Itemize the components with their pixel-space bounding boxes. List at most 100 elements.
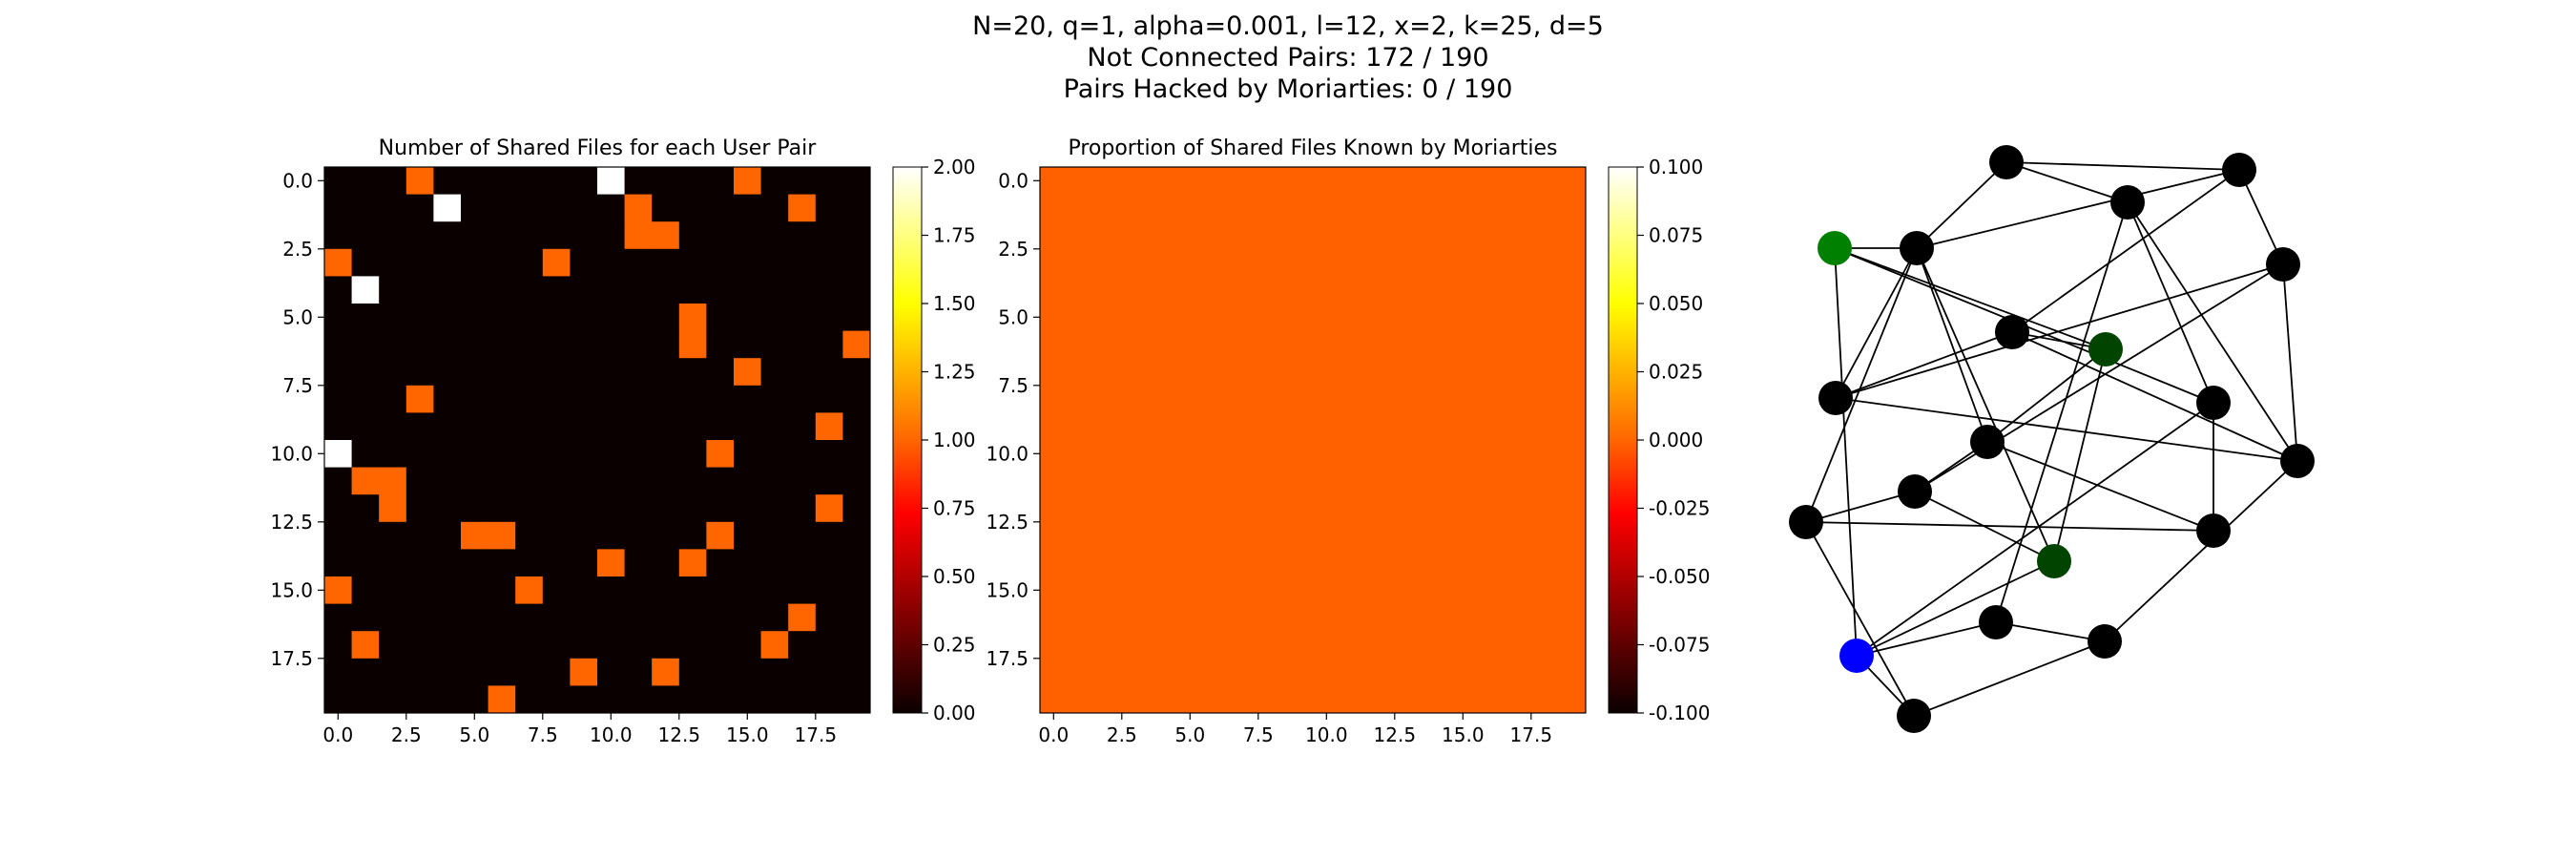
shared-files-heatmap-panel: Number of Shared Files for each User Pai… (270, 136, 975, 746)
heatmap-cell (542, 685, 571, 714)
heatmap-cell (542, 412, 571, 441)
heatmap-cell (597, 412, 625, 441)
network-node (2222, 153, 2256, 187)
heatmap-cell (488, 631, 516, 660)
heatmap-cell (461, 521, 488, 550)
heatmap-2-x-tick-label: 5.0 (1174, 723, 1205, 746)
heatmap-cell (488, 248, 516, 277)
heatmap-cell (815, 194, 843, 222)
network-edge (1805, 247, 1918, 523)
heatmap-cell (461, 685, 488, 714)
heatmap-cell (488, 576, 516, 604)
heatmap-cell (788, 385, 817, 413)
heatmap-cell (515, 248, 544, 277)
heatmap-cell (597, 358, 625, 387)
heatmap-cell (706, 549, 735, 577)
heatmap-cell (734, 221, 761, 250)
heatmap-cell (815, 358, 843, 387)
heatmap-cell (379, 521, 407, 550)
heatmap-cell (760, 194, 789, 222)
heatmap-cell (515, 549, 544, 577)
colorbar-2-tick-label: 0.000 (1649, 429, 1703, 451)
network-node (1995, 315, 2029, 349)
heatmap-cell (542, 330, 571, 359)
heatmap-1-x-tick-label: 5.0 (459, 723, 489, 746)
heatmap-cell (678, 248, 707, 277)
heatmap-cell (652, 603, 680, 632)
colorbar-1-tick-label: 0.25 (933, 634, 976, 657)
heatmap-1-y-tick-label: 0.0 (282, 169, 313, 192)
network-edge (1986, 348, 2107, 443)
heatmap-cell (379, 440, 407, 468)
heatmap-cell (488, 167, 516, 195)
heatmap-cell (570, 631, 598, 660)
heatmap-cell (597, 494, 625, 523)
heatmap-cell (515, 412, 544, 441)
heatmap-1-x-tick-label: 15.0 (726, 723, 769, 746)
heatmap-cell (734, 494, 761, 523)
heatmap-cell (433, 412, 462, 441)
heatmap-cell (678, 631, 707, 660)
heatmap-cell (542, 603, 571, 632)
heatmap-cell (788, 412, 817, 441)
heatmap-cell (788, 576, 817, 604)
heatmap-cell (706, 221, 735, 250)
network-edge (1913, 640, 2106, 717)
network-node (1839, 639, 1874, 673)
heatmap-cell (597, 658, 625, 686)
network-edge (1835, 263, 2284, 399)
heatmap-cell (351, 603, 380, 632)
network-edge (2053, 348, 2107, 562)
heatmap-cell (706, 385, 735, 413)
colorbar-1-tick-label: 0.00 (933, 702, 976, 724)
heatmap-cell (706, 603, 735, 632)
heatmap-cell (324, 494, 352, 523)
heatmap-cell (815, 658, 843, 686)
heatmap-cell (379, 385, 407, 413)
heatmap-cell (405, 521, 434, 550)
heatmap-cell (788, 494, 817, 523)
heatmap-cell (461, 248, 488, 277)
heatmap-2-x-tick-label: 2.5 (1107, 723, 1137, 746)
heatmap-cell (405, 276, 434, 304)
heatmap-cell (488, 549, 516, 577)
heatmap-cell (788, 440, 817, 468)
heatmap-cell (652, 685, 680, 714)
heatmap-cell (542, 467, 571, 495)
heatmap-cell (379, 549, 407, 577)
network-node (1818, 381, 1853, 415)
heatmap-cell (706, 167, 735, 195)
heatmap-cell (706, 412, 735, 441)
network-node (1789, 505, 1823, 539)
heatmap-cell (624, 304, 653, 331)
suptitle-line-2: Not Connected Pairs: 172 / 190 (1087, 43, 1489, 73)
heatmap-cell (734, 248, 761, 277)
heatmap-cell (515, 576, 544, 604)
heatmap-cell (842, 658, 871, 686)
heatmap-cell (597, 248, 625, 277)
heatmap-2-y-tick-label: 17.5 (986, 647, 1028, 670)
heatmap-2-x-tick-label: 10.0 (1305, 723, 1348, 746)
heatmap-cell (734, 385, 761, 413)
heatmap-cell (788, 167, 817, 195)
heatmap-cell (624, 440, 653, 468)
heatmap-cell (597, 330, 625, 359)
heatmap-2-y-tick-label: 10.0 (986, 442, 1028, 465)
heatmap-cell (515, 385, 544, 413)
heatmap-cell (405, 304, 434, 331)
heatmap-cell (678, 385, 707, 413)
heatmap-cell (597, 194, 625, 222)
network-edge (1834, 247, 2107, 350)
heatmap-cell (542, 221, 571, 250)
heatmap-cell (760, 167, 789, 195)
heatmap-cell (678, 167, 707, 195)
network-nodes (1789, 145, 2315, 733)
heatmap-cell (624, 494, 653, 523)
colorbar-2-tick-label: -0.100 (1649, 702, 1710, 724)
heatmap-cell (842, 685, 871, 714)
network-edge (1916, 161, 2007, 249)
heatmap-cell (351, 467, 380, 495)
heatmap-cell (570, 330, 598, 359)
heatmap-cell (624, 385, 653, 413)
network-node (1979, 605, 2013, 639)
